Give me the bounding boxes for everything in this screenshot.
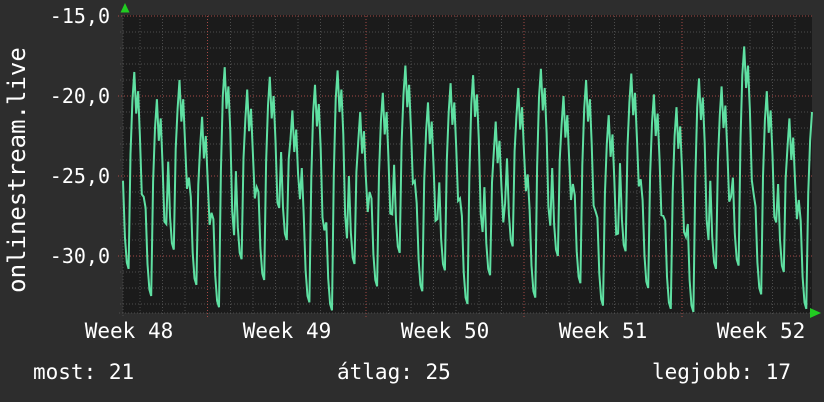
y-tick-label--25: -25,0 [49,164,110,188]
x-tick-label-week51: Week 51 [558,319,648,343]
x-tick-label-week50: Week 50 [400,319,490,343]
data-line [122,46,813,313]
x-tick-label-week52: Week 52 [716,319,806,343]
stat-average: átlag: 25 [337,360,451,384]
y-axis-arrow-up-icon [120,3,130,13]
x-tick-label-week49: Week 49 [242,319,332,343]
y-tick-label--30: -30,0 [49,244,110,268]
y-tick-label--15: -15,0 [49,4,110,28]
x-tick-label-week48: Week 48 [84,319,174,343]
stat-best: legjobb: 17 [652,360,792,384]
x-axis-arrow-right-icon [810,308,821,318]
stat-current: most: 21 [33,360,135,384]
y-tick-label--20: -20,0 [49,84,110,108]
